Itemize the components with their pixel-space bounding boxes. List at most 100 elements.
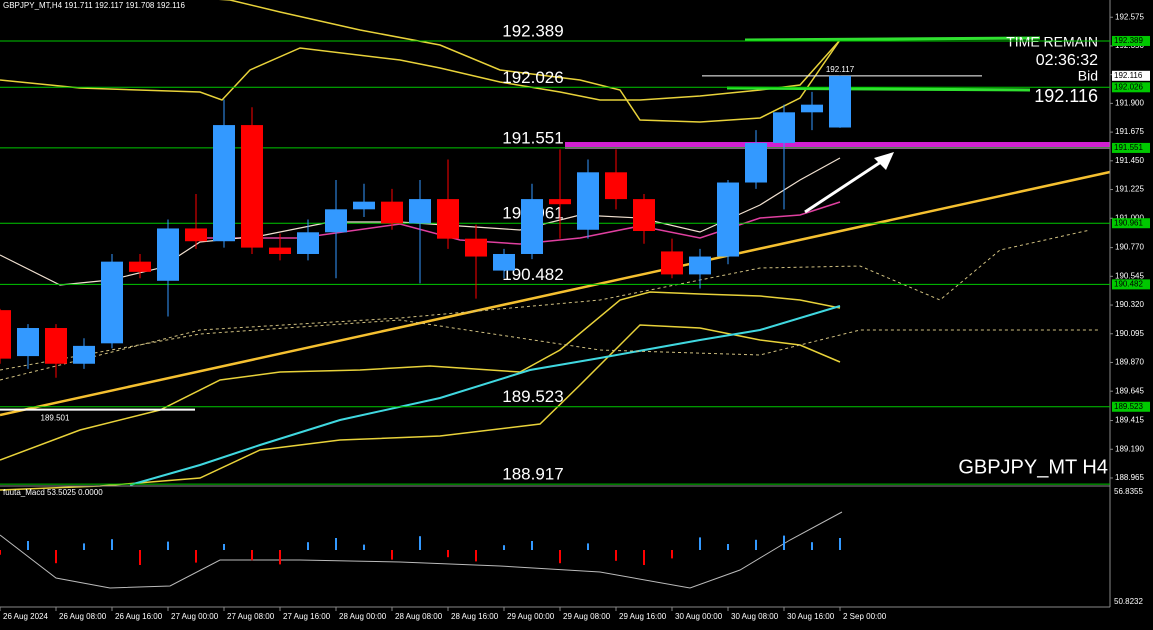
candle-body (577, 172, 599, 230)
x-tick-label: 28 Aug 08:00 (395, 612, 443, 621)
left-level-label: 189.501 (41, 414, 70, 423)
y-tick-label: 190.770 (1115, 243, 1144, 252)
candle-body (73, 345, 95, 364)
time-remain: 02:36:32 (1036, 52, 1098, 69)
x-tick-label: 2 Sep 00:00 (843, 612, 887, 621)
x-tick-label: 29 Aug 16:00 (619, 612, 667, 621)
candle-body (801, 104, 823, 113)
arrow (804, 154, 891, 214)
y-tick-label: 191.675 (1115, 127, 1144, 136)
x-tick-label: 28 Aug 16:00 (451, 612, 499, 621)
price-tag (1112, 401, 1150, 412)
bollinger-lower (0, 291, 841, 461)
price-tag (1112, 142, 1150, 153)
candle-body (213, 125, 235, 242)
y-tick-label: 189.870 (1115, 358, 1144, 367)
candle-body (129, 261, 151, 272)
x-tick-label: 28 Aug 00:00 (339, 612, 387, 621)
price-tag (1112, 279, 1150, 290)
candle-body (717, 182, 739, 257)
candle-body (493, 253, 515, 271)
macd-signal (0, 511, 843, 589)
candle-body (17, 328, 39, 357)
candle-body (101, 261, 123, 344)
y-tick-label: 191.225 (1115, 185, 1144, 194)
y-tick-label: 191.000 (1115, 213, 1144, 222)
ma-mid (200, 201, 841, 245)
price-tag-label: 189.523 (1114, 402, 1143, 411)
macd-title: fuuta_Macd 53.5025 0.0000 (3, 488, 103, 497)
candle-body (689, 256, 711, 275)
y-tick-label: 190.095 (1115, 329, 1144, 338)
level-label: 191.551 (502, 128, 563, 147)
marker-line (726, 86, 1031, 92)
x-tick-label: 29 Aug 00:00 (507, 612, 555, 621)
level-label: 192.026 (502, 68, 563, 87)
bollinger-lower2 (0, 324, 841, 491)
resistance-zone (565, 142, 1110, 149)
y-tick-label: 191.900 (1115, 98, 1144, 107)
y-tick-label: 190.545 (1115, 271, 1144, 280)
price-tag-label: 192.389 (1114, 36, 1143, 45)
price-tag-label: 191.551 (1114, 143, 1143, 152)
x-tick-label: 27 Aug 16:00 (283, 612, 331, 621)
marker-line (744, 36, 1041, 42)
level-label: 192.389 (502, 21, 563, 40)
bid-label: Bid (1078, 68, 1098, 84)
macd-tick-label: 50.8232 (1114, 597, 1143, 606)
bollinger-upper2 (218, 0, 841, 123)
candle-body (437, 199, 459, 239)
candle-body (773, 112, 795, 143)
ichimoku-a (0, 229, 1091, 381)
x-tick-label: 29 Aug 08:00 (563, 612, 611, 621)
candle-body (241, 125, 263, 248)
candle-body (465, 238, 487, 257)
candle-body (829, 75, 851, 128)
bollinger-upper (0, 39, 841, 101)
last-high-label: 192.117 (826, 65, 855, 74)
price-tag-label: 192.026 (1114, 82, 1143, 91)
x-tick-label: 27 Aug 00:00 (171, 612, 219, 621)
y-tick-label: 189.415 (1115, 416, 1144, 425)
price-tag (1112, 218, 1150, 229)
candle-body (605, 172, 627, 200)
level-label: 189.523 (502, 387, 563, 406)
candle-body (521, 199, 543, 254)
ma-long (129, 305, 841, 486)
price-tag (1112, 35, 1150, 46)
candle-body (297, 232, 319, 254)
x-tick-label: 26 Aug 08:00 (59, 612, 107, 621)
candle-body (549, 199, 571, 205)
indicators (0, 0, 1111, 491)
bid-tag-label: 192.116 (1114, 71, 1143, 80)
candle-body (745, 142, 767, 183)
candle-body (157, 228, 179, 281)
candle-body (633, 199, 655, 232)
y-tick-label: 192.575 (1115, 12, 1144, 21)
y-tick-label: 190.320 (1115, 300, 1144, 309)
candle-body (185, 228, 207, 242)
macd-tick-label: 56.8355 (1114, 487, 1143, 496)
price-tag (1112, 82, 1150, 93)
y-tick-label: 189.190 (1115, 444, 1144, 453)
y-tick-label: 188.965 (1115, 473, 1144, 482)
time-remain-label: TIME REMAIN (1006, 34, 1098, 50)
arrow-head (874, 152, 894, 170)
level-label: 190.482 (502, 265, 563, 284)
trendline (0, 170, 1111, 417)
y-tick-label: 191.450 (1115, 156, 1144, 165)
candle-body (381, 201, 403, 224)
price-tag-label: 190.961 (1114, 218, 1143, 227)
y-tick-label: 189.645 (1115, 386, 1144, 395)
x-tick-label: 30 Aug 08:00 (731, 612, 779, 621)
bid-value: 192.116 (1034, 86, 1098, 106)
candle-body (409, 199, 431, 224)
candle-body (269, 247, 291, 254)
x-tick-label: 27 Aug 08:00 (227, 612, 275, 621)
candle-body (0, 310, 11, 359)
bid-tag (1112, 70, 1150, 81)
x-tick-label: 30 Aug 00:00 (675, 612, 723, 621)
x-tick-label: 26 Aug 16:00 (115, 612, 163, 621)
